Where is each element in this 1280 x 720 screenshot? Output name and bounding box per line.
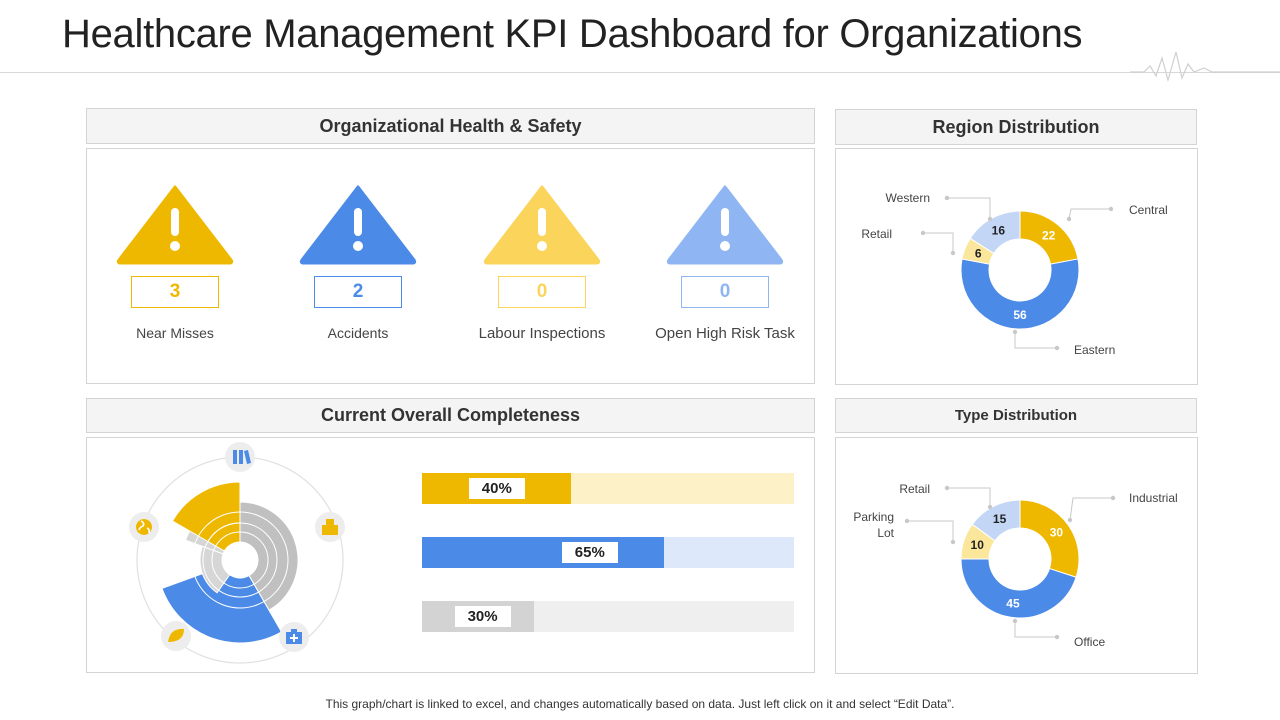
region-distribution-header: Region Distribution [835, 109, 1197, 145]
radial-gridline [202, 522, 278, 598]
kpi-label: Open High Risk Task [655, 325, 795, 342]
donut-slice [971, 499, 1021, 542]
donut-value-label: 16 [992, 224, 1006, 238]
completeness-bar-label: 65% [561, 542, 618, 563]
callout-line [947, 197, 991, 219]
region-distribution-panel [835, 148, 1198, 385]
callout-dot [920, 230, 926, 236]
callout-dot [1110, 495, 1116, 501]
completeness-bar-track: 65% [422, 537, 794, 568]
donut-slice [960, 258, 1080, 330]
type-distribution-header: Type Distribution [835, 398, 1197, 433]
type-distribution-title: Type Distribution [954, 407, 1078, 424]
callout-dot [987, 216, 993, 222]
donut-category-label: Office [1074, 635, 1105, 649]
donut-slice [960, 558, 1077, 619]
donut-slice [969, 210, 1021, 255]
donut-category-label: Lot [877, 526, 894, 540]
callout-dot [944, 485, 950, 491]
kpi-warning-card [482, 184, 602, 271]
donut-category-label: Western [886, 191, 930, 205]
donut-category-label: Retail [899, 482, 930, 496]
type-distribution-panel [835, 437, 1198, 674]
completeness-bar-track: 40% [422, 473, 794, 504]
donut-category-label: Parking [853, 510, 894, 524]
title-divider [0, 72, 1280, 73]
callout-dot [944, 195, 950, 201]
kpi-value: 3 [131, 276, 219, 308]
donut-category-label: Industrial [1129, 491, 1178, 505]
health-safety-panel [86, 148, 815, 384]
radial-gridline [191, 511, 289, 609]
callout-line [1069, 497, 1113, 521]
kpi-label: Accidents [327, 325, 389, 341]
kpi-value: 0 [681, 276, 769, 308]
globe-icon [129, 512, 159, 542]
donut-slice [1019, 499, 1080, 578]
radial-center [222, 542, 258, 578]
donut-category-label: Eastern [1074, 343, 1115, 357]
completeness-title: Current Overall Completeness [320, 405, 581, 425]
callout-dot [1012, 329, 1018, 335]
leaf-icon [161, 621, 191, 651]
callout-line [907, 520, 954, 542]
donut-value-label: 15 [993, 512, 1007, 526]
completeness-bar-label: 40% [468, 478, 525, 499]
health-safety-title: Organizational Health & Safety [319, 115, 582, 136]
callout-dot [950, 250, 956, 256]
warning-triangle-icon [666, 185, 784, 265]
completeness-header: Current Overall Completeness [86, 398, 815, 433]
completeness-bar-track: 30% [422, 601, 794, 632]
kpi-value: 0 [498, 276, 586, 308]
donut-value-label: 22 [1042, 228, 1056, 242]
warning-triangle-icon [483, 185, 601, 265]
region-distribution-title: Region Distribution [932, 116, 1100, 137]
callout-line [1014, 332, 1057, 349]
warning-triangle-icon [116, 185, 234, 265]
callout-line [923, 232, 954, 253]
callout-dot [1054, 634, 1060, 640]
footer-note: This graph/chart is linked to excel, and… [325, 697, 955, 711]
callout-dot [1067, 517, 1073, 523]
donut-value-label: 30 [1050, 526, 1064, 540]
kpi-value: 2 [314, 276, 402, 308]
warning-triangle-icon [299, 185, 417, 265]
callout-dot [1066, 216, 1072, 222]
radial-completeness-chart [129, 442, 345, 664]
page-title: Healthcare Management KPI Dashboard for … [62, 12, 1083, 56]
donut-value-label: 10 [971, 538, 985, 552]
heartbeat-line-icon [1130, 51, 1280, 83]
kpi-warning-card [298, 184, 418, 271]
completeness-bar-fill [422, 537, 664, 568]
callout-dot [904, 518, 910, 524]
callout-dot [1108, 206, 1114, 212]
kpi-warning-card [665, 184, 785, 271]
callout-line [1014, 621, 1057, 638]
completeness-bar-label: 30% [454, 606, 511, 627]
donut-category-label: Central [1129, 203, 1168, 217]
callout-dot [1054, 345, 1060, 351]
callout-dot [1012, 618, 1018, 624]
type-donut-chart: 30 45 10 15 Industrial Office Parking Lot Retail [853, 482, 1178, 649]
callout-line [1068, 208, 1111, 220]
donut-value-label: 6 [975, 246, 982, 260]
donut-value-label: 45 [1006, 596, 1020, 610]
kpi-label: Near Misses [136, 325, 214, 341]
callout-dot [950, 539, 956, 545]
books-icon [225, 442, 255, 472]
radial-gridline [211, 531, 269, 589]
callout-line [947, 487, 991, 507]
kpi-warning-card [115, 184, 235, 271]
first-aid-kit-icon [279, 622, 309, 652]
region-donut-chart: 22 56 6 16 Central Eastern Retail Western [861, 191, 1168, 357]
donut-category-label: Retail [861, 227, 892, 241]
donut-value-label: 56 [1013, 308, 1027, 322]
callout-dot [987, 504, 993, 510]
kpi-label: Labour Inspections [478, 325, 606, 342]
health-safety-header: Organizational Health & Safety [86, 108, 815, 144]
building-icon [315, 512, 345, 542]
